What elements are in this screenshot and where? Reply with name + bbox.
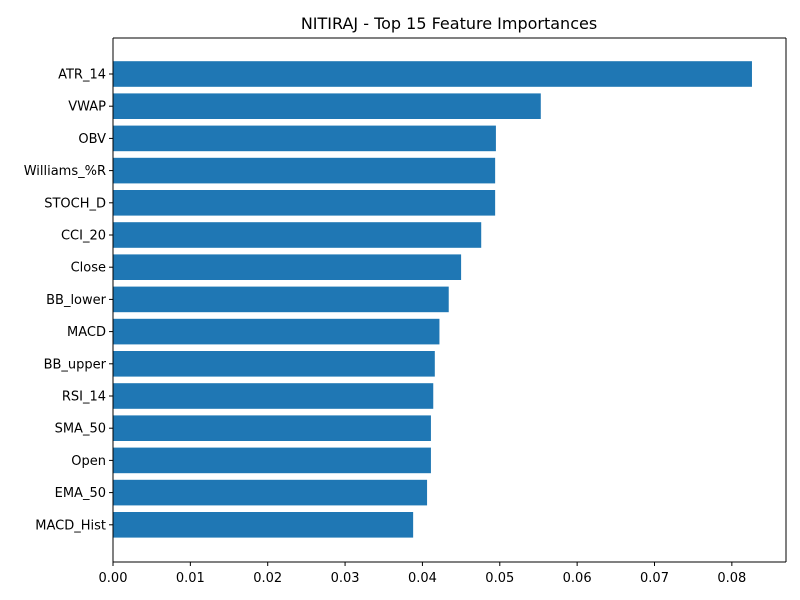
x-tick-label: 0.00 <box>99 571 128 586</box>
bar-close <box>113 254 462 280</box>
y-tick-label-vwap: VWAP <box>68 100 106 115</box>
x-tick-label: 0.06 <box>563 571 592 586</box>
bar-open <box>113 447 431 474</box>
bar-bb-lower <box>113 286 449 313</box>
y-tick-label-close: Close <box>71 261 106 276</box>
y-tick-label-williams-r: Williams_%R <box>24 164 106 179</box>
bar-obv <box>113 125 496 152</box>
x-tick-label: 0.07 <box>640 571 669 586</box>
bar-cci-20 <box>113 222 482 248</box>
y-tick-label-ema-50: EMA_50 <box>55 486 106 501</box>
y-tick-label-bb-upper: BB_upper <box>44 357 107 372</box>
y-tick-label-atr-14: ATR_14 <box>58 68 106 83</box>
y-tick-label-macd-hist: MACD_Hist <box>35 518 106 533</box>
x-tick-label: 0.01 <box>176 571 205 586</box>
y-tick-label-macd: MACD <box>67 325 106 340</box>
x-tick-label: 0.03 <box>331 571 360 586</box>
bars-group <box>113 61 752 538</box>
y-tick-label-bb-lower: BB_lower <box>46 293 107 308</box>
x-ticks-group: 0.00 0.01 0.02 0.03 0.04 0.05 0.06 0.07 0.08 <box>99 562 746 586</box>
x-tick-label: 0.08 <box>717 571 746 586</box>
bar-williams-r <box>113 157 496 184</box>
y-tick-label-cci-20: CCI_20 <box>61 229 106 244</box>
y-tick-label-stoch-d: STOCH_D <box>44 196 106 211</box>
x-tick-label: 0.04 <box>408 571 437 586</box>
bar-vwap <box>113 93 541 119</box>
axes-group <box>112 37 787 563</box>
y-tick-label-obv: OBV <box>78 132 106 147</box>
bar-sma-50 <box>113 415 431 441</box>
x-tick-label: 0.02 <box>253 571 282 586</box>
y-tick-label-sma-50: SMA_50 <box>55 422 106 437</box>
bar-bb-upper <box>113 351 435 377</box>
bar-rsi-14 <box>113 383 434 409</box>
bar-stoch-d <box>113 190 496 216</box>
bar-macd <box>113 318 440 345</box>
y-tick-label-rsi-14: RSI_14 <box>62 390 106 405</box>
chart-title: NITIRAJ - Top 15 Feature Importances <box>301 14 597 33</box>
bar-ema-50 <box>113 479 428 506</box>
y-tick-label-open: Open <box>71 454 106 469</box>
bar-macd-hist <box>113 512 414 538</box>
x-tick-label: 0.05 <box>485 571 514 586</box>
y-ticks-group: ATR_14 VWAP OBV Williams_%R STOCH_D CCI_20 Clo… <box>24 68 113 533</box>
bar-atr-14 <box>113 61 752 87</box>
